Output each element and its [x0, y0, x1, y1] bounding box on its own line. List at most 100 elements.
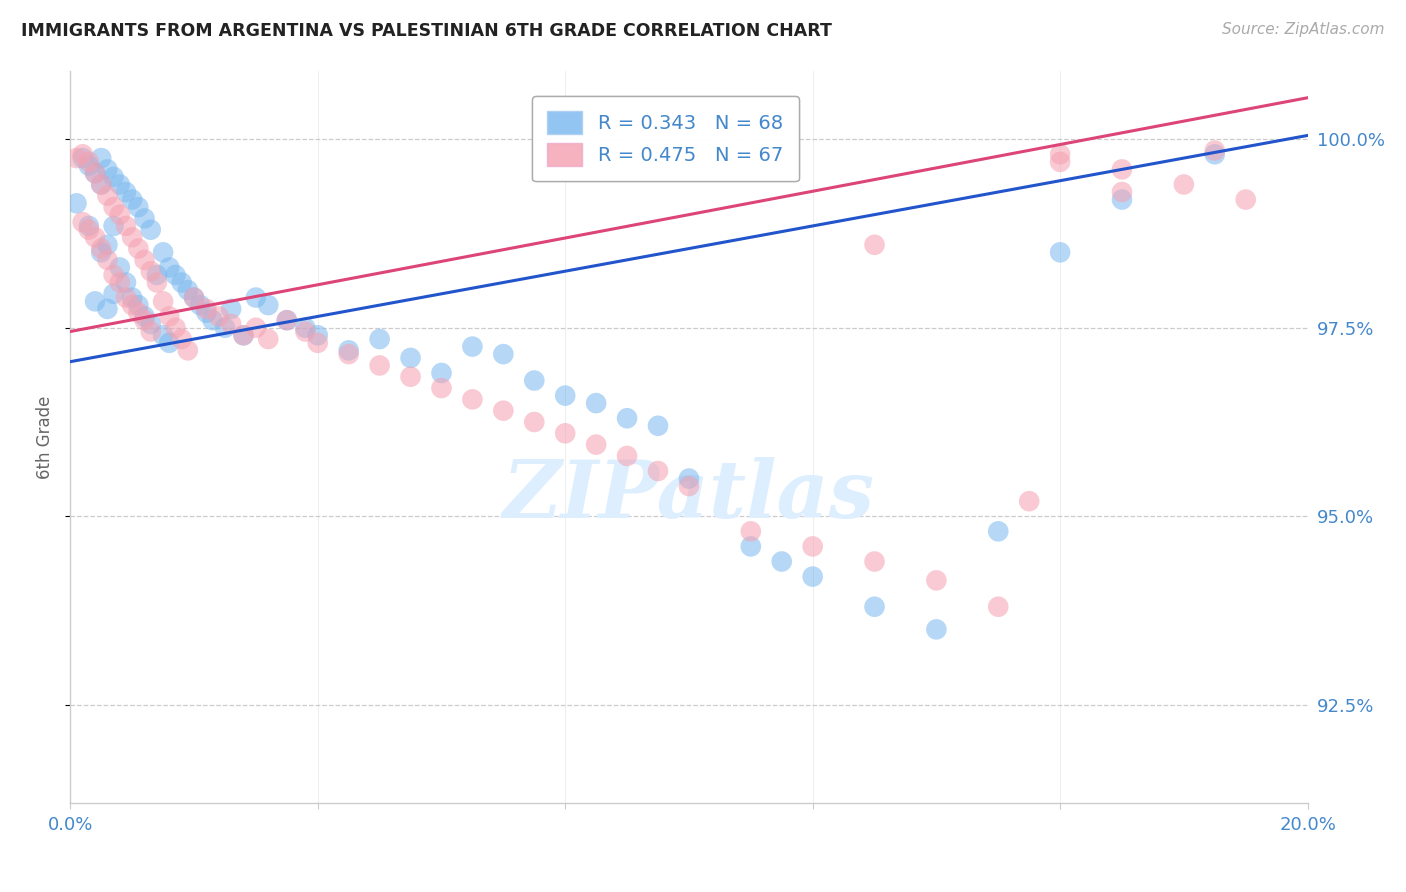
Immigrants from Argentina — [257, 298, 280, 312]
Palestinians — [77, 223, 100, 237]
Immigrants from Argentina — [65, 196, 87, 211]
Palestinians — [257, 332, 280, 346]
Palestinians — [1234, 193, 1257, 207]
Immigrants from Argentina — [585, 396, 607, 410]
Palestinians — [115, 291, 138, 305]
Palestinians — [863, 237, 886, 252]
Immigrants from Argentina — [1049, 245, 1071, 260]
Text: 0.0%: 0.0% — [48, 816, 93, 834]
Immigrants from Argentina — [103, 169, 125, 184]
Immigrants from Argentina — [134, 310, 156, 324]
Palestinians — [72, 147, 94, 161]
Immigrants from Argentina — [84, 166, 107, 180]
Palestinians — [108, 276, 131, 290]
Palestinians — [152, 294, 174, 309]
Immigrants from Argentina — [115, 276, 138, 290]
Immigrants from Argentina — [337, 343, 360, 358]
Palestinians — [863, 554, 886, 568]
Palestinians — [276, 313, 298, 327]
Palestinians — [1049, 154, 1071, 169]
Immigrants from Argentina — [90, 178, 112, 192]
Palestinians — [740, 524, 762, 539]
Text: ZIPatlas: ZIPatlas — [503, 457, 875, 534]
Immigrants from Argentina — [157, 260, 180, 275]
Palestinians — [1018, 494, 1040, 508]
Immigrants from Argentina — [740, 540, 762, 554]
Immigrants from Argentina — [96, 162, 118, 177]
Immigrants from Argentina — [121, 193, 143, 207]
Immigrants from Argentina — [863, 599, 886, 614]
Immigrants from Argentina — [84, 294, 107, 309]
Immigrants from Argentina — [77, 159, 100, 173]
Palestinians — [96, 188, 118, 202]
Palestinians — [84, 166, 107, 180]
Immigrants from Argentina — [165, 268, 187, 282]
Palestinians — [1049, 147, 1071, 161]
Immigrants from Argentina — [108, 178, 131, 192]
Immigrants from Argentina — [770, 554, 793, 568]
Palestinians — [554, 426, 576, 441]
Palestinians — [987, 599, 1010, 614]
Immigrants from Argentina — [214, 320, 236, 334]
Palestinians — [368, 359, 391, 373]
Immigrants from Argentina — [121, 291, 143, 305]
Immigrants from Argentina — [77, 219, 100, 233]
Immigrants from Argentina — [219, 301, 242, 316]
Immigrants from Argentina — [115, 185, 138, 199]
Immigrants from Argentina — [492, 347, 515, 361]
Immigrants from Argentina — [1204, 147, 1226, 161]
Palestinians — [1173, 178, 1195, 192]
Palestinians — [96, 252, 118, 267]
Immigrants from Argentina — [96, 237, 118, 252]
Immigrants from Argentina — [368, 332, 391, 346]
Immigrants from Argentina — [195, 306, 218, 320]
Immigrants from Argentina — [554, 389, 576, 403]
Immigrants from Argentina — [925, 623, 948, 637]
Immigrants from Argentina — [177, 283, 200, 297]
Palestinians — [245, 320, 267, 334]
Palestinians — [139, 264, 162, 278]
Immigrants from Argentina — [103, 219, 125, 233]
Immigrants from Argentina — [245, 291, 267, 305]
Immigrants from Argentina — [170, 276, 193, 290]
Palestinians — [399, 369, 422, 384]
Text: 20.0%: 20.0% — [1279, 816, 1336, 834]
Palestinians — [183, 291, 205, 305]
Immigrants from Argentina — [90, 151, 112, 165]
Immigrants from Argentina — [647, 418, 669, 433]
Immigrants from Argentina — [276, 313, 298, 327]
Immigrants from Argentina — [307, 328, 329, 343]
Palestinians — [103, 268, 125, 282]
Immigrants from Argentina — [127, 298, 149, 312]
Palestinians — [65, 151, 87, 165]
Immigrants from Argentina — [523, 374, 546, 388]
Palestinians — [678, 479, 700, 493]
Text: Source: ZipAtlas.com: Source: ZipAtlas.com — [1222, 22, 1385, 37]
Immigrants from Argentina — [152, 245, 174, 260]
Palestinians — [219, 317, 242, 331]
Palestinians — [72, 215, 94, 229]
Palestinians — [461, 392, 484, 407]
Y-axis label: 6th Grade: 6th Grade — [37, 395, 55, 479]
Palestinians — [1111, 162, 1133, 177]
Immigrants from Argentina — [183, 291, 205, 305]
Immigrants from Argentina — [108, 260, 131, 275]
Palestinians — [103, 200, 125, 214]
Palestinians — [1111, 185, 1133, 199]
Palestinians — [165, 320, 187, 334]
Palestinians — [121, 230, 143, 244]
Immigrants from Argentina — [139, 223, 162, 237]
Palestinians — [208, 310, 231, 324]
Palestinians — [108, 208, 131, 222]
Palestinians — [127, 306, 149, 320]
Palestinians — [90, 178, 112, 192]
Immigrants from Argentina — [201, 313, 224, 327]
Immigrants from Argentina — [103, 286, 125, 301]
Palestinians — [157, 310, 180, 324]
Palestinians — [616, 449, 638, 463]
Palestinians — [146, 276, 169, 290]
Palestinians — [523, 415, 546, 429]
Immigrants from Argentina — [678, 471, 700, 485]
Immigrants from Argentina — [1111, 193, 1133, 207]
Palestinians — [139, 325, 162, 339]
